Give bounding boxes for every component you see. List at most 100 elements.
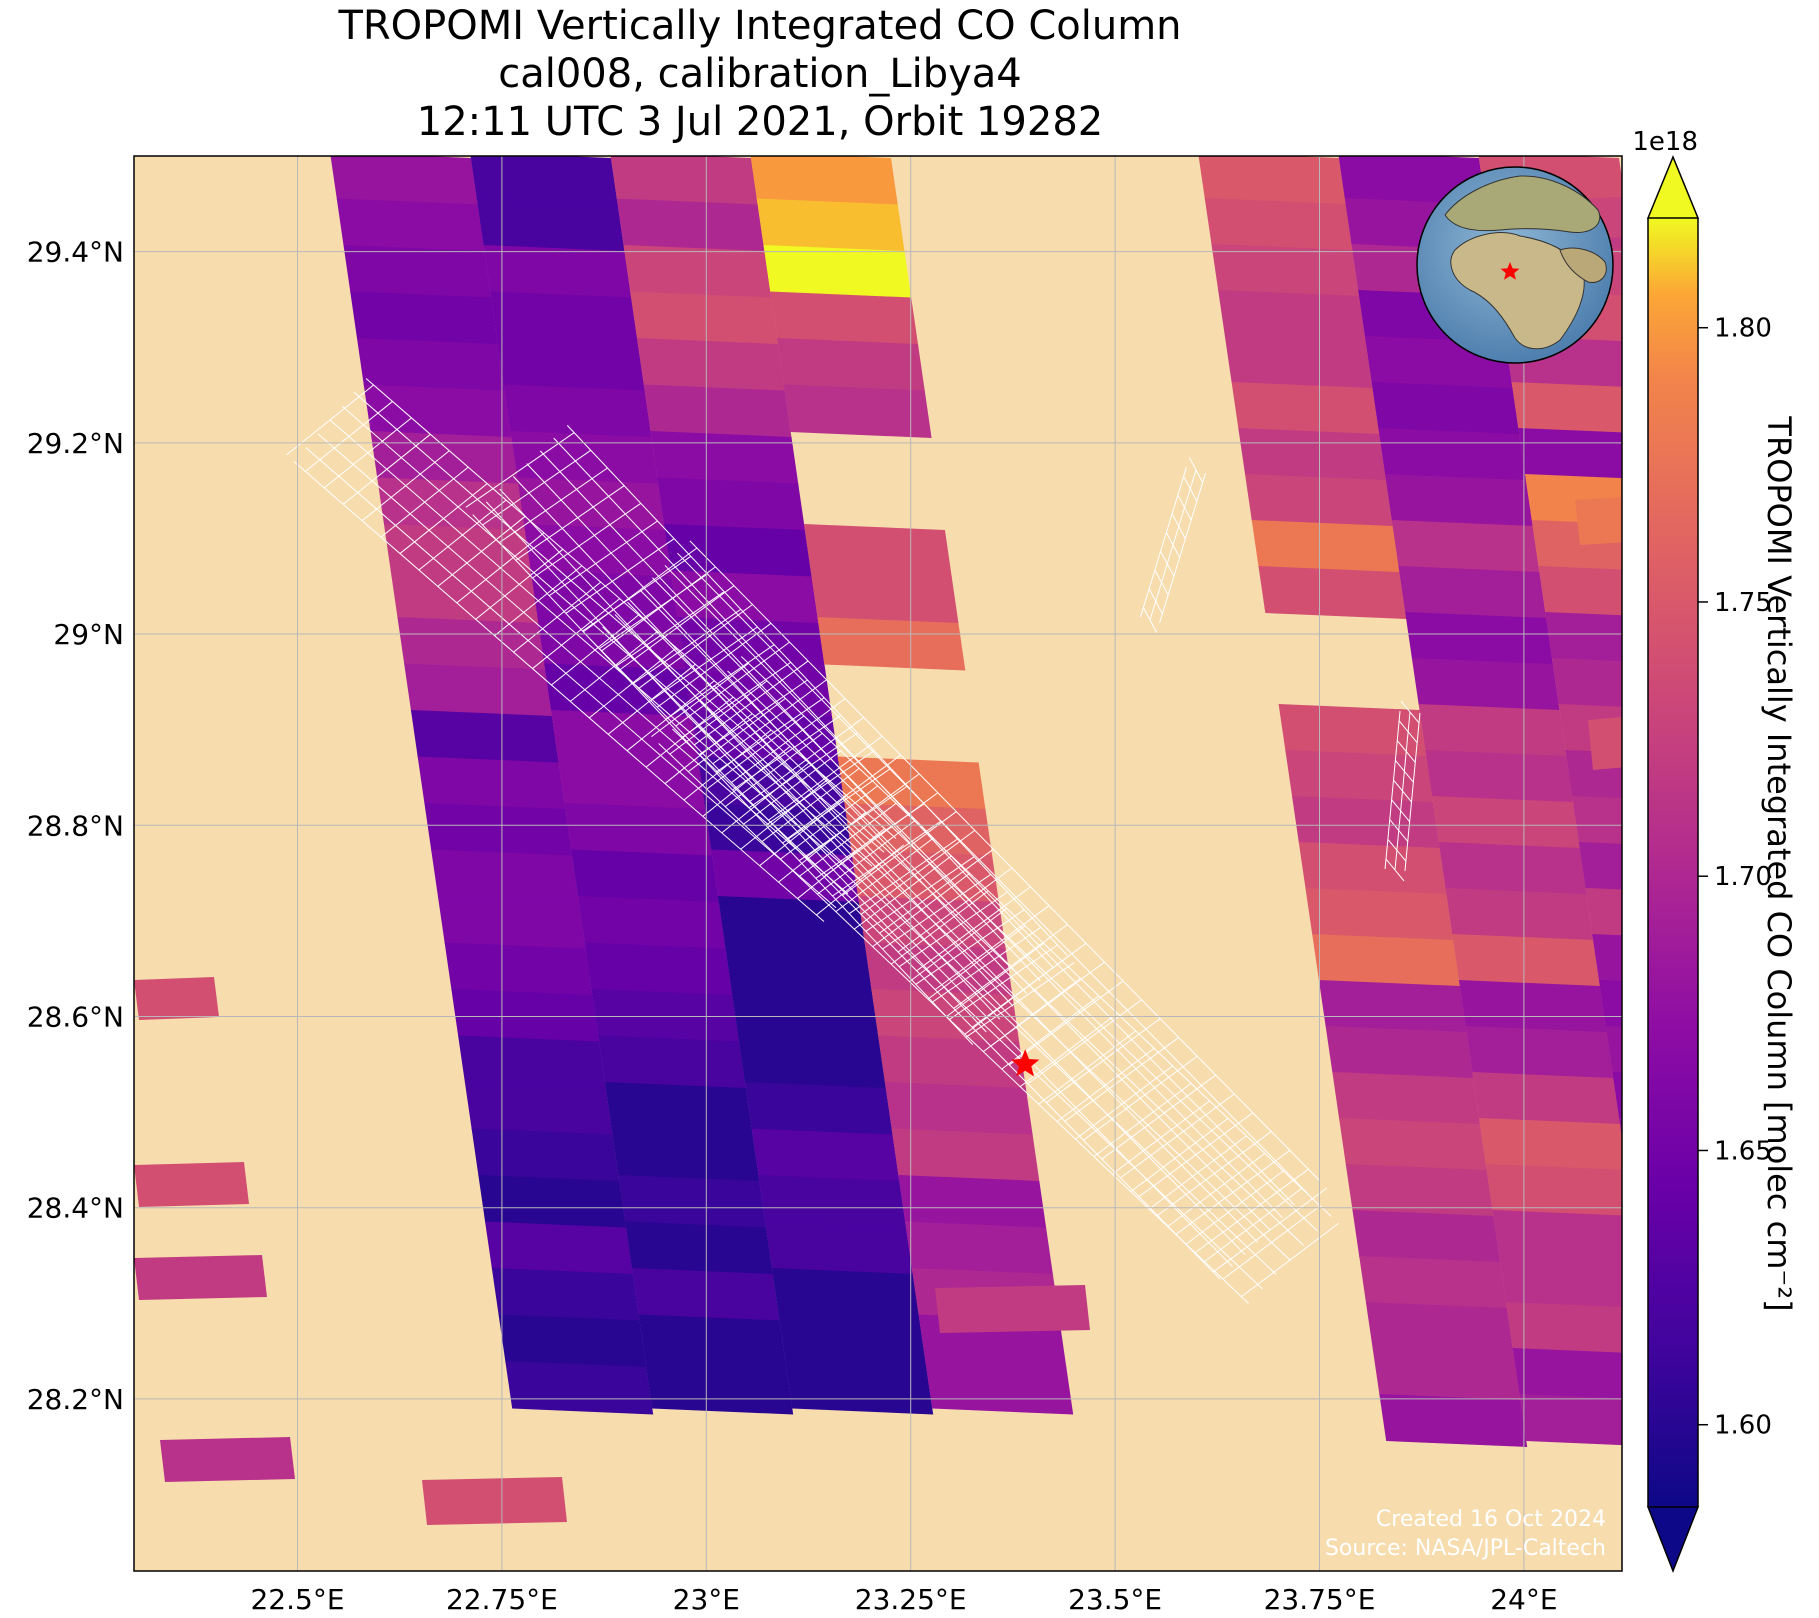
swath-pixel [1305,888,1454,941]
swath-pixel [1512,1348,1622,1400]
y-tick-label: 28.4°N [27,1192,124,1225]
swath-pixel [350,291,499,345]
swath-pixel [771,1268,920,1322]
swath-pixel [523,524,672,578]
title-line-2: cal008, calibration_Libya4 [498,51,1022,97]
swath-pixel [604,1082,753,1136]
created-date-text: Created 16 Oct 2024 [1376,1507,1606,1532]
swath-pixel [444,942,593,996]
swath-pixel [756,198,905,252]
swath-pixel [1398,566,1547,619]
swath-pixel [785,1361,934,1415]
swath-pixel [557,756,706,810]
colorbar-frame [1647,218,1699,1507]
swath-pixel [1572,796,1622,845]
y-tick-label: 28.2°N [27,1383,124,1416]
swath-pixel [631,1268,780,1322]
swath-pixel [431,849,580,903]
africa-landmass [1450,232,1585,350]
swath-pixel [625,1221,773,1275]
scattered-pixel [935,1285,1090,1333]
swath-pixel [577,896,726,950]
title-line-1: TROPOMI Vertically Integrated CO Column [338,3,1182,49]
scattered-pixel [134,1162,249,1207]
swath-pixel [330,156,478,206]
swath-pixel [925,1361,1074,1415]
swath-pixel [464,1082,613,1136]
swath-pixel [1598,980,1622,1028]
swath-pixel [1452,934,1601,987]
scattered-pixel [422,1477,567,1525]
swath-pixel [638,1314,787,1368]
swath-pixel [776,338,925,392]
swath-pixel [1545,612,1622,662]
swath-pixel [397,617,546,671]
swath-pixel [1538,566,1622,617]
swath-pixel [630,291,779,345]
swath-pixel [424,803,573,857]
swath-pixel [356,338,505,392]
colorbar-extend-max [1646,155,1700,219]
y-tick-label: 28.6°N [27,1000,124,1033]
swath-pixel [1365,1302,1514,1355]
inset-globe [1416,166,1614,364]
swath-pixel [1612,1072,1622,1120]
scattered-pixel [134,977,219,1020]
swath-pixel [803,524,952,578]
swath-pixel [1551,658,1622,708]
swath-pixel [1258,566,1407,619]
swath-pixel [1385,474,1533,527]
source-text: Source: NASA/JPL-Caltech [1325,1536,1606,1561]
swath-pixel [1238,428,1387,481]
swath-pixel [505,1361,654,1415]
swath-pixel [1458,980,1607,1033]
footprint-band [286,378,904,922]
swath-pixel [744,1082,893,1136]
swath-pixel [1499,1256,1622,1308]
colorbar-tick-label: 1.80 [1714,314,1772,344]
swath-pixel [645,1361,794,1415]
scattered-pixel [1575,497,1622,545]
colorbar-ticks: 1.60 1.65 1.70 1.75 1.80 [1698,314,1772,1441]
swath-pixel [1292,796,1440,849]
swath-pixel [1218,290,1367,343]
swath-pixel [891,1128,1040,1182]
swath-pixel [1418,704,1567,757]
swath-pixel [478,1175,627,1229]
swath-pixel [496,338,645,392]
colorbar-scale-label: 1e18 [1632,127,1698,157]
swath-pixel [584,942,733,996]
swath-pixel [636,338,785,392]
map-frame [133,155,1623,1572]
swath-pixel [697,756,846,810]
swath-pixel [763,245,912,299]
swath-pixel [724,942,873,996]
credit-text: Created 16 Oct 2024 Source: NASA/JPL-Cal… [1325,1507,1606,1561]
swath-pixel [1518,428,1622,480]
swath-pixel [1245,474,1393,527]
swath-pixel [1231,382,1380,435]
x-axis-ticks: 22.5°E 22.75°E 23°E 23.25°E 23.5°E 23.75°E 24°… [250,1583,1557,1616]
swath-pixel [591,989,740,1043]
swath-pixel [810,570,959,624]
swath-pixel [738,1035,886,1089]
swath-pixel [1492,1210,1622,1263]
swath-pixel [857,896,1006,950]
swath-pixel [1472,1072,1621,1125]
swath-pixel [530,570,679,624]
swath-pixel [610,156,758,206]
swath-pixel [1352,1210,1501,1263]
swath-pixel [1378,428,1527,481]
swath-pixel [765,1221,913,1275]
colorbar-tick-label: 1.75 [1714,588,1772,618]
swath-pixel [1298,842,1447,895]
footprint-grid-layer [286,378,1421,1304]
swath-pixel [1371,382,1520,435]
swath-pixel [1318,980,1467,1033]
swath-pixel [837,756,986,810]
x-tick-label: 23.75°E [1264,1583,1376,1616]
swath-pixel [1411,658,1560,711]
swath-pixel [1359,1256,1508,1309]
y-tick-label: 29.4°N [27,236,124,269]
